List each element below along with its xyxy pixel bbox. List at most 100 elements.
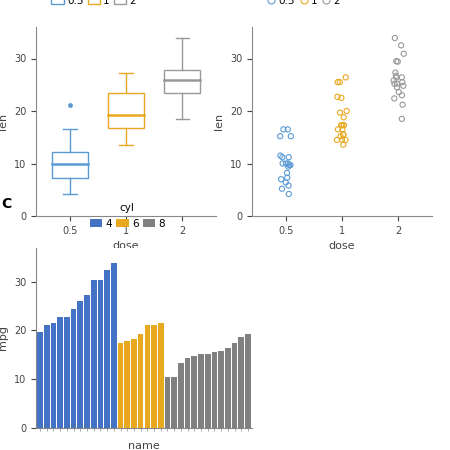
Bar [212,352,217,428]
Point [279,160,286,167]
Point [393,84,400,91]
Point [390,77,397,84]
Bar [185,358,190,427]
Point [399,101,406,108]
Bar [98,279,103,428]
Point [334,126,342,133]
Point [339,126,346,133]
Bar [171,377,177,427]
Point [336,78,343,86]
Bar [131,339,137,428]
Y-axis label: mpg: mpg [0,325,9,350]
Bar [144,325,150,427]
Point [392,69,399,76]
Bar [238,337,244,428]
Point [340,141,347,148]
Point [339,122,346,129]
Point [337,133,344,140]
Point [399,78,406,86]
Point [392,72,400,80]
Bar [205,354,211,427]
Point [285,190,292,198]
Point [279,153,286,161]
Bar [245,334,251,427]
Point [287,133,294,140]
Bar [52,152,88,178]
Point [338,94,345,102]
Point [398,92,405,99]
Point [284,126,292,133]
Bar [111,263,117,428]
Point [391,95,398,102]
Bar [158,324,164,428]
Point [334,93,341,100]
Point [277,152,284,159]
Bar [164,70,200,93]
Point [343,108,350,115]
Point [277,133,284,140]
Point [279,185,286,192]
Point [286,162,293,169]
Bar [91,279,97,428]
Bar [138,334,144,427]
Legend: 0.5, 1, 2: 0.5, 1, 2 [50,0,137,7]
Bar [84,295,90,428]
Point [287,162,294,169]
Point [334,78,341,86]
Bar [225,348,231,428]
Point [395,89,402,96]
Bar [64,317,70,427]
Bar [57,317,63,427]
Y-axis label: len: len [0,113,9,130]
Bar [151,325,157,427]
Point [340,122,347,129]
Point [340,114,347,121]
Bar [77,301,83,428]
Bar [198,354,204,427]
Point [285,182,292,189]
Point [397,42,405,49]
Point [285,153,292,161]
Bar [124,341,130,428]
Point [285,163,292,170]
X-axis label: name: name [128,441,160,450]
Point [342,136,349,144]
Text: C: C [1,197,12,211]
Point [284,174,291,181]
X-axis label: dose: dose [329,241,355,251]
Point [333,136,341,144]
Point [278,176,285,183]
Point [400,50,407,57]
Point [398,74,405,81]
Bar [37,332,43,427]
X-axis label: dose: dose [113,241,139,251]
Legend: 0.5, 1, 2: 0.5, 1, 2 [266,0,341,7]
Bar [108,93,144,128]
Point [342,74,349,81]
Point [393,58,400,65]
Point [282,160,289,167]
Bar [104,270,110,428]
Bar [71,309,77,428]
Point [400,82,407,90]
Bar [50,323,56,427]
Legend: 4, 6, 8: 4, 6, 8 [89,202,166,230]
Bar [117,343,123,428]
Point [398,115,405,122]
Point [336,109,343,116]
Point [338,122,345,129]
Bar [232,343,238,428]
Bar [44,325,50,427]
Bar [191,356,197,427]
Point [391,80,398,87]
Y-axis label: len: len [214,113,225,130]
Point [394,58,401,65]
Point [340,131,347,138]
Point [284,169,291,176]
Point [393,74,400,81]
Point [284,160,292,167]
Point [338,136,346,144]
Bar [165,377,171,427]
Bar [218,351,224,428]
Point [340,131,347,138]
